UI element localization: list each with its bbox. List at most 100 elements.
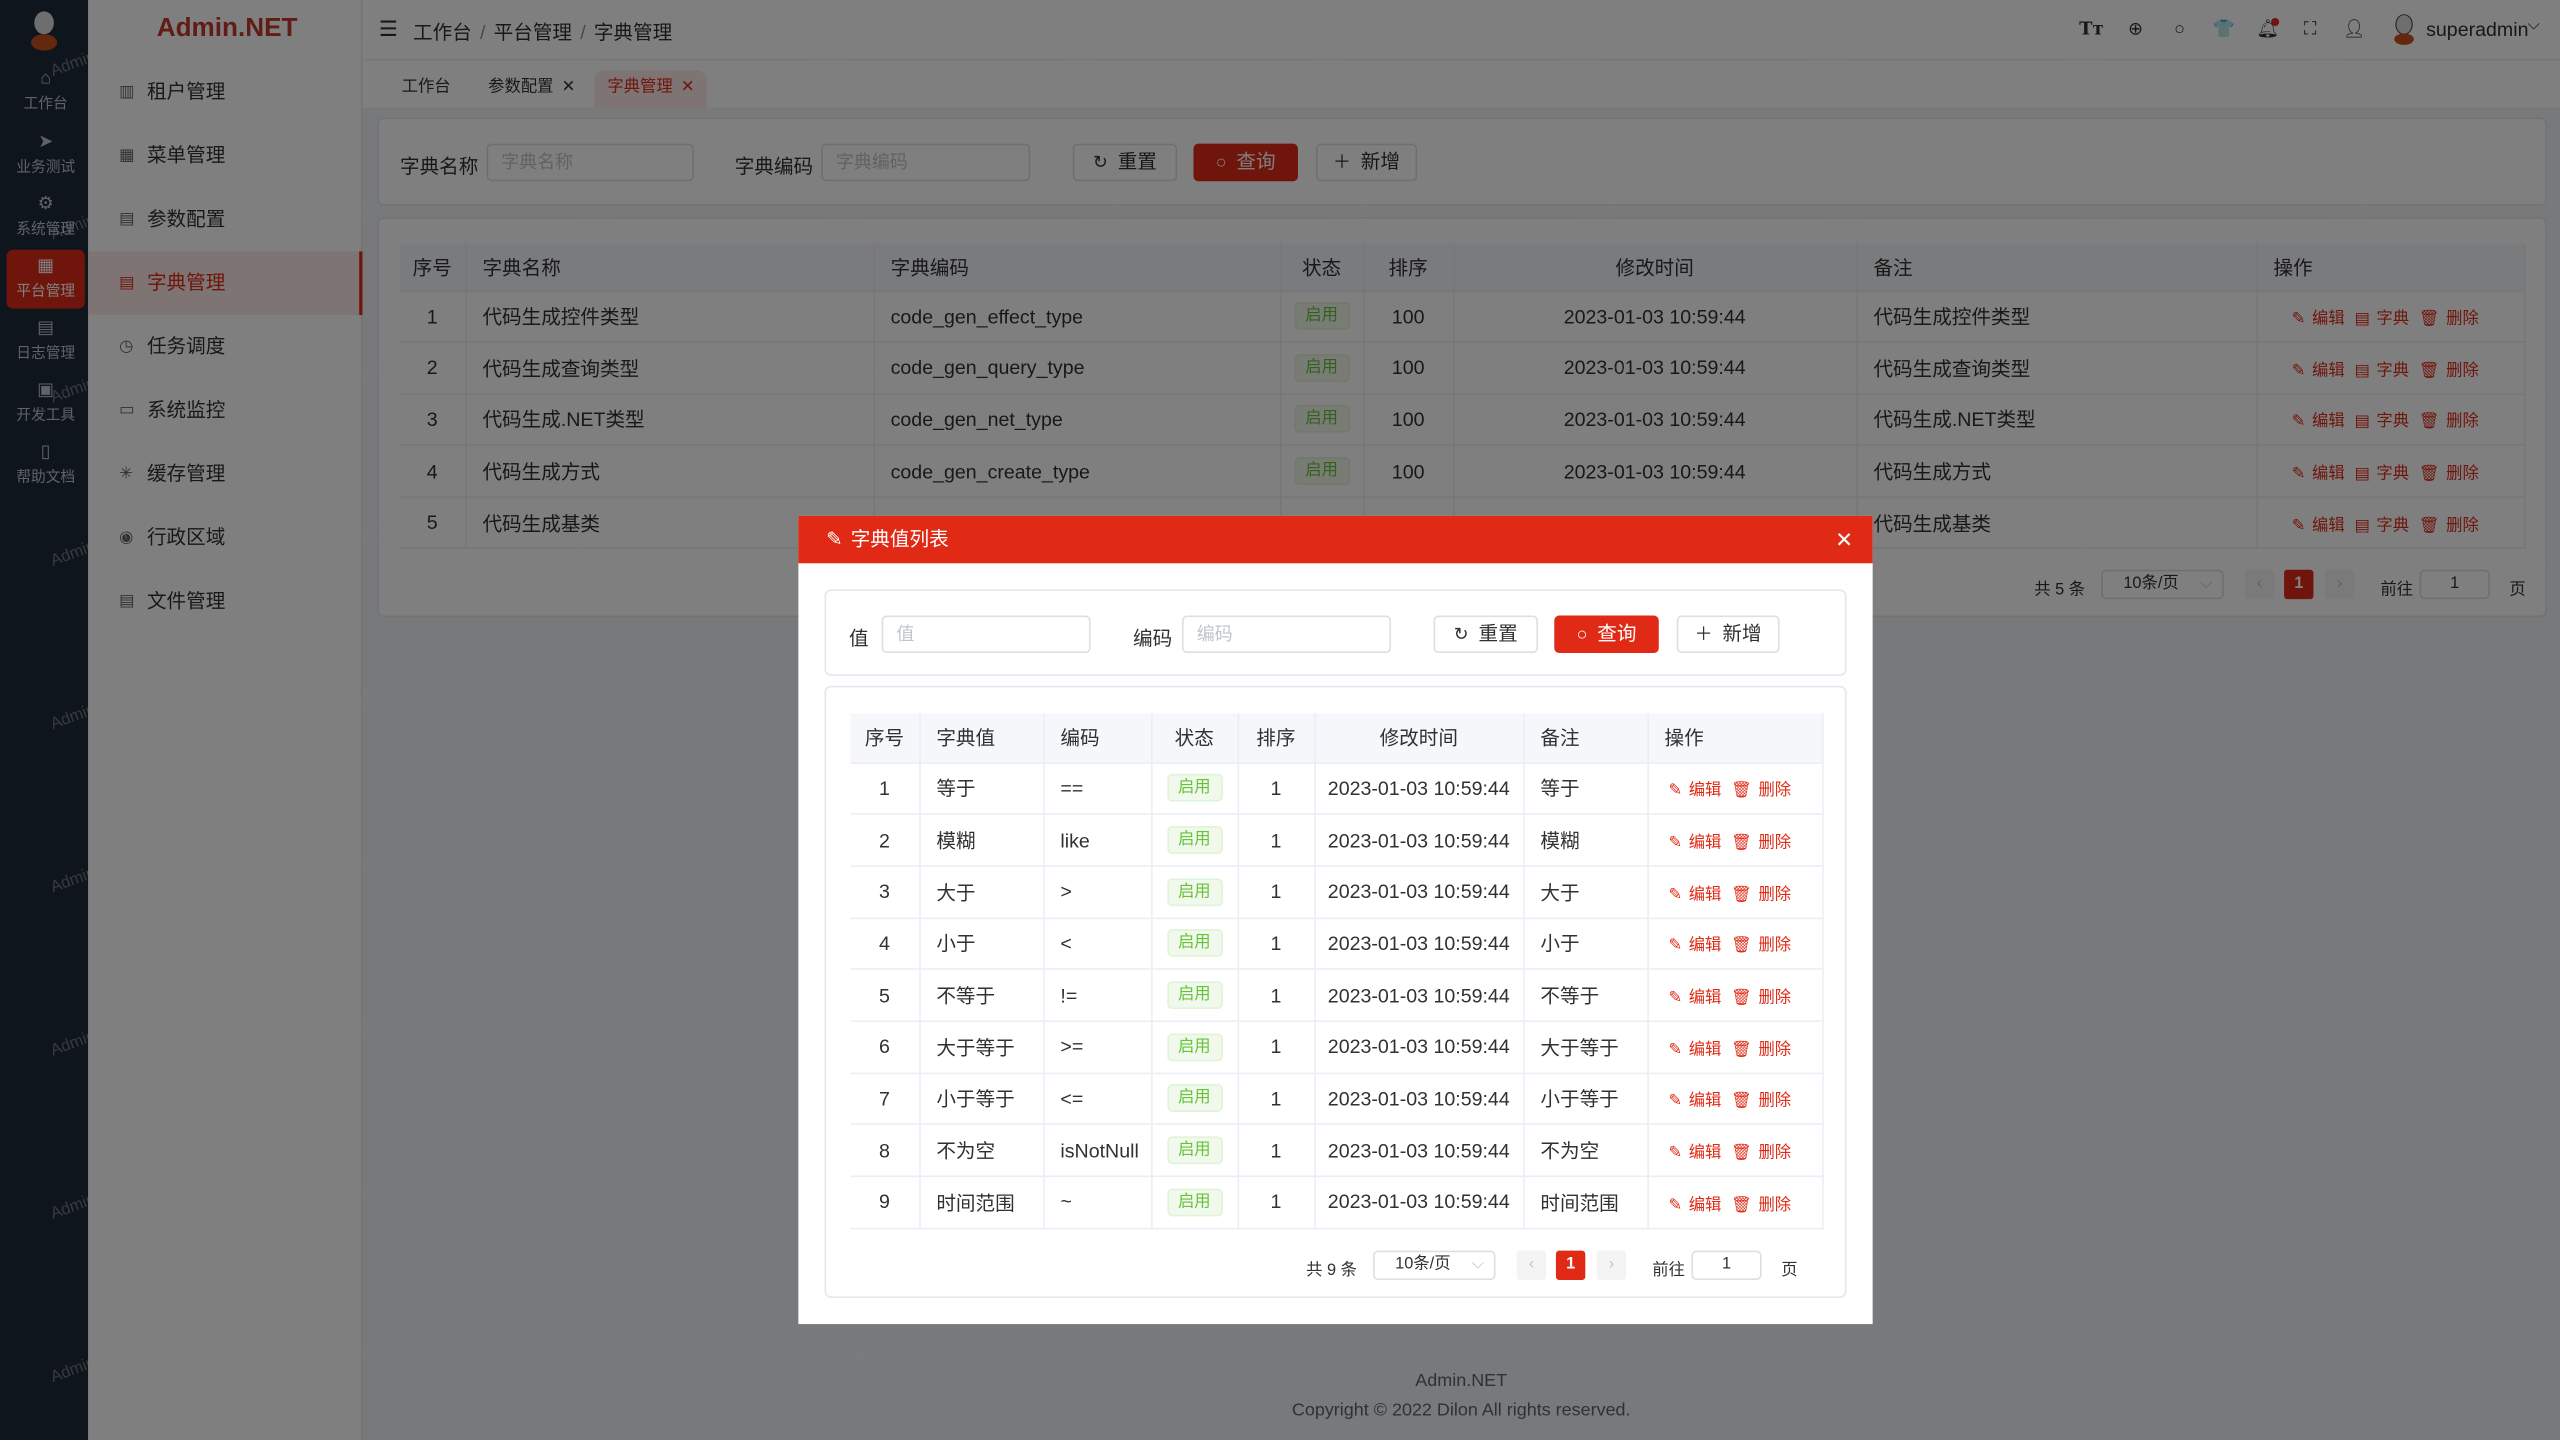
cell-text: 不为空 [1540,1139,1600,1163]
cell-text: 模糊 [1540,829,1580,853]
query-button[interactable]: ○ 查询 [1554,615,1659,654]
column-header[interactable]: 编码 [1043,713,1152,764]
table-cell: 等于 [919,762,1045,815]
table-cell: >= [1043,1021,1152,1074]
column-header[interactable]: 操作 [1647,713,1823,764]
delete-button[interactable]: 🗑︎ 删除 [1731,990,1791,1008]
table-cell: 6 [850,1021,920,1074]
goto-page-input[interactable]: 1 [1691,1250,1762,1280]
table-cell: 启用 [1151,762,1239,815]
table-cell: 9 [850,1176,920,1229]
actions-cell: ✎ 编辑 🗑︎ 删除 [1647,1176,1823,1229]
table-cell: 2 [850,814,920,867]
column-header[interactable]: 排序 [1237,713,1316,764]
code-label: 编码 [1133,626,1173,650]
table-cell: 1 [1237,917,1316,971]
table-row: 7 小于等于 <= 启用 1 2023-01-03 10:59:44 小于等于 ✎ 编辑 🗑︎ 删除 [850,1072,1823,1126]
table-cell: 启用 [1151,814,1239,867]
table-cell: 大于 [1523,865,1649,919]
cell-text: 模糊 [936,829,976,853]
action-label: 删除 [1758,782,1792,801]
cell-text: 1 [1270,932,1282,955]
actions-cell: ✎ 编辑 🗑︎ 删除 [1647,814,1823,867]
table-cell: 3 [850,865,920,919]
edit-button[interactable]: ✎ 编辑 [1668,783,1721,801]
next-page-button[interactable]: › [1596,1250,1627,1280]
page-button-current-text: 1 [1566,1255,1576,1274]
table-cell: > [1043,865,1152,919]
prev-page-button[interactable]: ‹ [1516,1250,1547,1280]
refresh-icon: ↻ [1453,625,1469,645]
code-input[interactable] [1182,615,1392,654]
cell-text: 大于 [936,881,976,905]
edit-button[interactable]: ✎ 编辑 [1668,1041,1721,1059]
delete-button[interactable]: 🗑︎ 删除 [1731,938,1791,956]
delete-button[interactable]: 🗑︎ 删除 [1731,834,1791,852]
edit-icon: ✎ [1668,1041,1683,1060]
table-cell: 2023-01-03 10:59:44 [1314,917,1525,971]
table-cell: 大于等于 [1523,1021,1649,1074]
value-input[interactable] [881,615,1091,654]
action-label: 编辑 [1688,1196,1722,1215]
table-cell: 时间范围 [1523,1176,1649,1229]
dialog-search-card: 值 编码 ↻ 重置 ○ 查询 ＋ 新增 [824,589,1847,676]
edit-button[interactable]: ✎ 编辑 [1668,886,1721,904]
cell-text: 1 [1270,983,1282,1007]
page-button-current[interactable]: 1 [1555,1250,1586,1280]
cell-text: 3 [879,880,890,904]
edit-icon: ✎ [1668,782,1683,801]
add-label: 新增 [1722,622,1762,645]
delete-icon: 🗑︎ [1731,937,1752,956]
total-count: 共 9 条 [1306,1256,1357,1280]
table-cell: 大于 [919,865,1045,919]
column-header[interactable]: 字典值 [919,713,1045,764]
reset-button[interactable]: ↻ 重置 [1433,615,1538,654]
table-cell: 启用 [1151,1124,1239,1178]
delete-button[interactable]: 🗑︎ 删除 [1731,1145,1791,1163]
cell-text: 1 [1270,1190,1282,1214]
cell-text: > [1060,880,1072,904]
table-cell: 小于 [1523,917,1649,971]
table-cell: 2023-01-03 10:59:44 [1314,762,1525,815]
table-cell: == [1043,762,1152,815]
delete-button[interactable]: 🗑︎ 删除 [1731,1041,1791,1059]
close-icon[interactable]: ✕ [1835,527,1854,552]
action-label: 删除 [1758,1041,1792,1060]
column-header[interactable]: 状态 [1151,713,1239,764]
cell-text: 1 [1270,828,1282,852]
edit-button[interactable]: ✎ 编辑 [1668,1196,1721,1214]
cell-text: 4 [879,932,890,955]
cell-text: 2023-01-03 10:59:44 [1327,1190,1510,1214]
cell-text: 7 [879,1087,890,1111]
table-cell: 不为空 [919,1124,1045,1178]
edit-button[interactable]: ✎ 编辑 [1668,1145,1721,1163]
delete-button[interactable]: 🗑︎ 删除 [1731,1093,1791,1111]
column-header[interactable]: 序号 [850,713,920,764]
cell-text: 1 [1270,1035,1282,1059]
table-cell: 2023-01-03 10:59:44 [1314,1176,1525,1229]
table-cell: 不等于 [919,969,1045,1022]
edit-icon: ✎ [1668,937,1683,956]
cell-text: >= [1060,1035,1084,1059]
edit-button[interactable]: ✎ 编辑 [1668,938,1721,956]
table-cell: 2023-01-03 10:59:44 [1314,865,1525,919]
actions-cell: ✎ 编辑 🗑︎ 删除 [1647,1021,1823,1074]
delete-button[interactable]: 🗑︎ 删除 [1731,886,1791,904]
edit-button[interactable]: ✎ 编辑 [1668,990,1721,1008]
table-cell: 1 [1237,1021,1316,1074]
cell-text: 8 [879,1139,890,1162]
column-header[interactable]: 备注 [1523,713,1649,764]
plus-icon: ＋ [1694,625,1713,645]
column-header[interactable]: 修改时间 [1314,713,1525,764]
delete-button[interactable]: 🗑︎ 删除 [1731,783,1791,801]
edit-button[interactable]: ✎ 编辑 [1668,1093,1721,1111]
add-button[interactable]: ＋ 新增 [1676,615,1780,654]
edit-button[interactable]: ✎ 编辑 [1668,834,1721,852]
table-row: 2 模糊 like 启用 1 2023-01-03 10:59:44 模糊 ✎ 编辑 🗑︎ 删除 [850,814,1823,867]
status-badge: 启用 [1166,1084,1223,1113]
cell-text: 5 [879,983,890,1007]
delete-icon: 🗑︎ [1731,782,1752,801]
table-cell: like [1043,814,1152,867]
delete-button[interactable]: 🗑︎ 删除 [1731,1196,1791,1214]
page-size-select[interactable]: 10条/页 ⌵ [1373,1250,1496,1280]
